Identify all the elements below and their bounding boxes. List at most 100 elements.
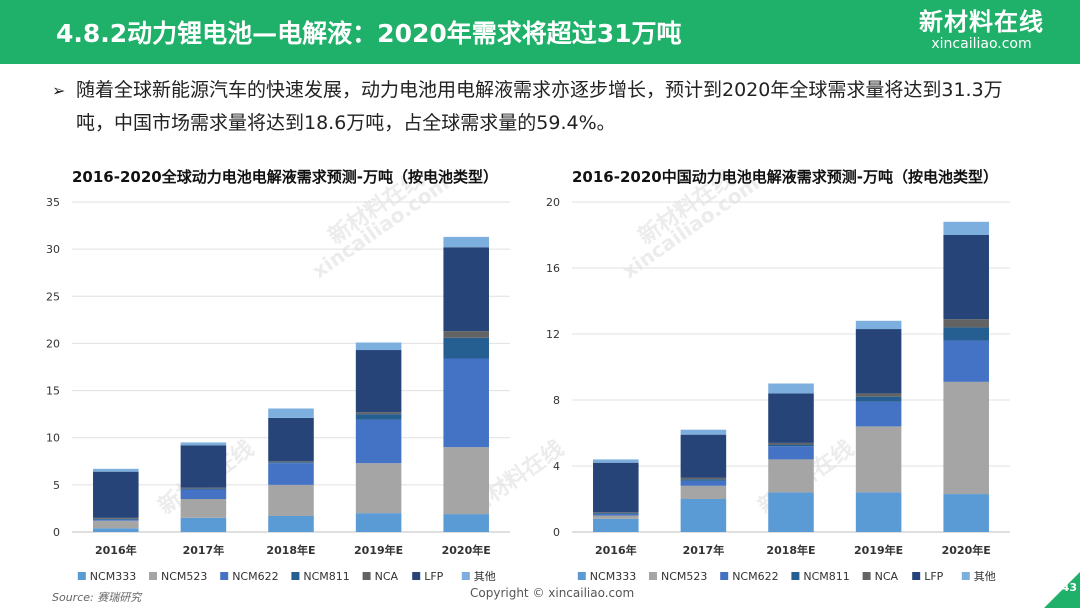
bar-segment	[268, 515, 314, 532]
bar-segment	[268, 463, 314, 485]
legend-swatch	[461, 572, 470, 580]
bar-segment	[355, 342, 402, 351]
bar-segment	[93, 468, 139, 472]
legend-label: NCM811	[303, 570, 349, 583]
bar-segment	[680, 499, 727, 532]
y-tick-label: 20	[46, 337, 60, 350]
legend-swatch	[149, 572, 157, 580]
x-tick-label: 2017年	[183, 543, 225, 557]
bar-segment	[768, 446, 814, 460]
y-tick-label: 15	[46, 385, 60, 398]
logo-en: xincailiao.com	[931, 36, 1032, 52]
legend-label: NCM523	[661, 570, 707, 583]
bar-segment	[93, 520, 139, 529]
bar-segment	[768, 393, 814, 443]
legend-swatch	[362, 572, 371, 580]
logo-cn: 新材料在线	[919, 8, 1044, 36]
bar-segment	[943, 235, 989, 320]
bar-segment	[93, 471, 139, 518]
legend-label: 其他	[474, 570, 496, 583]
y-tick-label: 30	[46, 243, 60, 256]
bar-segment	[443, 447, 489, 515]
bar-segment	[680, 434, 727, 478]
legend-swatch	[791, 572, 800, 580]
bar-segment	[180, 487, 227, 489]
bar-segment	[355, 414, 402, 420]
bar-segment	[768, 442, 814, 445]
bar-segment	[443, 514, 489, 532]
x-tick-label: 2018年E	[266, 543, 315, 557]
bar-segment	[855, 492, 902, 532]
bar-segment	[593, 513, 639, 516]
bar-segment	[943, 319, 989, 328]
y-tick-label: 8	[553, 394, 560, 407]
bullet-point: ➢ 随着全球新能源汽车的快速发展，动力电池用电解液需求亦逐步增长，预计到2020…	[52, 74, 1032, 140]
legend-swatch	[862, 572, 871, 580]
y-tick-label: 20	[546, 196, 560, 209]
bar-segment	[593, 459, 639, 463]
bar-segment	[355, 513, 402, 532]
legend-swatch	[77, 572, 86, 580]
bar-segment	[180, 445, 227, 488]
legend-label: NCM622	[232, 570, 278, 583]
bar-segment	[593, 462, 639, 513]
bar-segment	[443, 247, 489, 332]
bar-segment	[180, 488, 227, 490]
bar-segment	[268, 408, 314, 418]
bar-segment	[768, 383, 814, 394]
y-tick-label: 25	[46, 290, 60, 303]
y-tick-label: 35	[46, 196, 60, 209]
bar-segment	[680, 429, 727, 435]
legend-label: LFP	[424, 570, 443, 583]
legend-swatch	[720, 572, 729, 580]
bar-segment	[943, 221, 989, 235]
legend-label: LFP	[924, 570, 943, 583]
legend-label: NCM811	[803, 570, 849, 583]
legend-label: NCM333	[590, 570, 636, 583]
y-tick-label: 12	[546, 328, 560, 341]
page-number-badge: 243	[1044, 572, 1080, 608]
y-tick-label: 4	[553, 460, 560, 473]
bar-segment	[93, 528, 139, 532]
bar-segment	[93, 517, 139, 519]
bar-segment	[443, 337, 489, 359]
y-tick-label: 0	[553, 526, 560, 539]
bar-segment	[93, 518, 139, 520]
legend-label: NCA	[875, 570, 899, 583]
china-demand-chart: 0 4 8 12 16 20 2016年 2017年 2018年E 2019年E 2020年E NCM…	[546, 196, 1010, 583]
bar-segment	[268, 462, 314, 464]
bullet-text: 随着全球新能源汽车的快速发展，动力电池用电解液需求亦逐步增长，预计到2020年全…	[76, 79, 1003, 134]
arrow-bullet-icon: ➢	[52, 81, 66, 100]
legend-swatch	[961, 572, 970, 580]
bar-segment	[443, 331, 489, 338]
bar-segment	[355, 419, 402, 464]
brand-logo: 新材料在线 xincailiao.com	[919, 8, 1044, 52]
copyright-note: Copyright © xincailiao.com	[470, 586, 635, 600]
legend-swatch	[291, 572, 300, 580]
y-tick-label: 10	[46, 432, 60, 445]
bar-segment	[855, 393, 902, 397]
x-tick-label: 2019年E	[354, 543, 403, 557]
bar-segment	[943, 340, 989, 382]
bar-segment	[268, 417, 314, 462]
legend-swatch	[649, 572, 657, 580]
page-title: 4.8.2动力锂电池—电解液：2020年需求将超过31万吨	[56, 19, 682, 48]
bar-segment	[180, 499, 227, 518]
global-demand-chart: 0 5 10 15 20 25 30 35 2016年 2017年 2018年E 2019年E 2020…	[46, 196, 510, 583]
legend-label: 其他	[974, 570, 996, 583]
y-tick-label: 16	[546, 262, 560, 275]
x-tick-label: 2020年E	[942, 543, 991, 557]
bar-segment	[855, 320, 902, 330]
legend-swatch	[412, 572, 421, 580]
bar-segment	[180, 517, 227, 532]
bar-segment	[768, 492, 814, 532]
x-tick-label: 2020年E	[442, 543, 491, 557]
bar-segment	[593, 515, 639, 519]
x-tick-label: 2016年	[95, 543, 137, 557]
bar-segment	[855, 329, 902, 394]
legend-label: NCM622	[732, 570, 778, 583]
legend-swatch	[577, 572, 586, 580]
bar-segment	[855, 401, 902, 427]
x-tick-label: 2016年	[595, 543, 637, 557]
x-tick-label: 2019年E	[854, 543, 903, 557]
